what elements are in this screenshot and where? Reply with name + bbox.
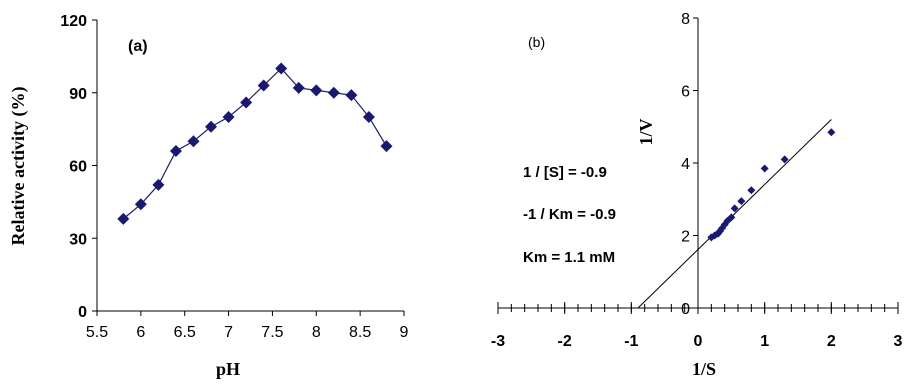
panel-a-data-point: [327, 86, 340, 99]
panel-a: (a) pH Relative activity (%) 5.5 6 6.5 7 7.5…: [8, 13, 409, 379]
panel-a-data-point: [310, 84, 323, 97]
panel-b-x-tick-label: 1: [760, 333, 769, 350]
panel-a-data-point: [240, 96, 253, 109]
panel-b-x-axis-title: 1/S: [692, 359, 716, 379]
panel-b-data-point: [747, 186, 756, 195]
annotation-intercept: 1 / [S] = -0.9: [523, 164, 607, 181]
panel-b-x-tick-label: 0: [694, 333, 703, 350]
panel-a-data-point: [152, 178, 165, 191]
panel-a-x-tick-label: 6.5: [174, 324, 196, 341]
panel-a-data-point: [257, 79, 270, 92]
panel-b-y-tick-label: 0: [681, 301, 690, 318]
panel-a-data-point: [205, 120, 218, 133]
annotation-neg-inverse-km: -1 / Km = -0.9: [523, 206, 616, 223]
panel-a-x-tick-label: 7: [224, 324, 233, 341]
panel-b-data-point: [760, 164, 769, 173]
panel-a-data-point: [222, 111, 235, 123]
panel-a-x-tick-label: 8.5: [349, 324, 371, 341]
panel-b-x-tick-label: -2: [558, 333, 572, 350]
panel-b-y-axis-title: 1/V: [636, 118, 656, 145]
panel-a-x-tick-label: 5.5: [86, 324, 108, 341]
panel-a-x-tick-label: 9: [400, 324, 409, 341]
panel-b-data-point: [727, 213, 736, 222]
panel-b-x-tick-label: 3: [894, 333, 903, 350]
panel-a-x-axis-title: pH: [216, 359, 240, 379]
panel-a-data-point: [117, 212, 130, 225]
panel-a-series-line: [122, 67, 387, 220]
panel-b-y-tick-label: 2: [681, 229, 690, 246]
panel-b-y-tick-label: 4: [681, 156, 690, 173]
panel-a-y-tick-label: 90: [69, 86, 87, 103]
annotation-km: Km = 1.1 mM: [523, 249, 615, 266]
panel-b-y-tick-label: 6: [681, 84, 690, 101]
panel-b-axes: -3 -2 -1 0 1 2 3 0 2 4 6 8: [491, 11, 903, 350]
panel-b-data-point: [737, 197, 746, 206]
panel-a-label: (a): [128, 38, 148, 55]
panel-a-data-point: [380, 140, 393, 153]
panel-a-x-tick-label: 7.5: [261, 324, 283, 341]
panel-b: (b) 1/S 1/V -3 -2 -1 0 1 2 3 0 2 4 6 8 1 / [S] = -0…: [491, 11, 903, 379]
panel-a-y-tick-label: 120: [60, 13, 87, 30]
panel-b-x-tick-label: -3: [491, 333, 505, 350]
panel-a-data-point: [275, 62, 288, 75]
panel-b-data-point: [730, 204, 739, 213]
panel-a-data-point: [187, 135, 200, 148]
panel-b-series: [637, 119, 836, 309]
panel-b-fit-line: [637, 119, 832, 309]
panel-a-y-axis-title: Relative activity (%): [8, 87, 29, 246]
panel-b-data-point: [827, 128, 836, 137]
panel-a-data-point: [345, 89, 358, 102]
panel-a-data-point: [169, 144, 182, 157]
panel-a-y-tick-label: 60: [69, 159, 87, 176]
panel-a-data-point: [134, 198, 147, 211]
panel-b-data-point: [780, 155, 789, 164]
panel-b-x-tick-label: -1: [624, 333, 638, 350]
panel-a-series: [117, 62, 393, 225]
panel-b-label: (b): [528, 34, 545, 50]
panel-b-y-tick-label: 8: [681, 11, 690, 28]
panel-a-y-tick-label: 30: [69, 231, 87, 248]
panel-a-data-point: [362, 111, 375, 123]
panel-a-data-point: [292, 81, 305, 94]
panel-a-x-tick-label: 6: [136, 324, 145, 341]
panel-a-x-tick-label: 8: [312, 324, 321, 341]
panel-a-y-tick-label: 0: [78, 304, 87, 321]
panel-b-x-tick-label: 2: [827, 333, 836, 350]
